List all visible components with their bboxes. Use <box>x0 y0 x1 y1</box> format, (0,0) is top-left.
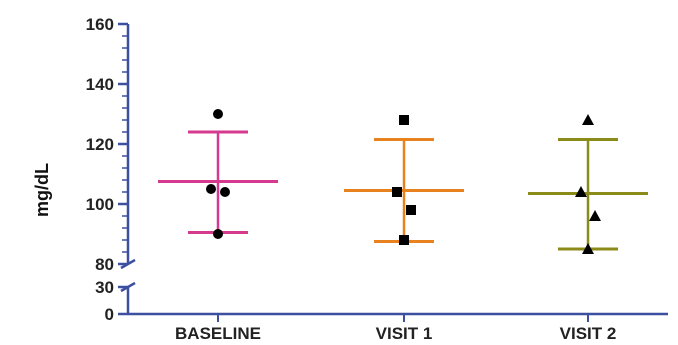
data-point-square <box>392 187 402 197</box>
data-point-square <box>406 205 416 215</box>
y-tick-label: 30 <box>95 278 114 297</box>
y-axis-title: mg/dL <box>32 163 52 217</box>
x-tick-label: VISIT 1 <box>376 324 433 343</box>
y-tick-label: 160 <box>86 15 114 34</box>
y-tick-label: 80 <box>95 255 114 274</box>
data-point-circle <box>213 229 223 239</box>
data-point-circle <box>220 187 230 197</box>
data-point-triangle <box>575 186 587 197</box>
data-point-triangle <box>589 210 601 221</box>
y-tick-label: 0 <box>105 305 114 324</box>
data-point-triangle <box>582 243 594 254</box>
data-point-triangle <box>582 114 594 125</box>
y-tick-label: 100 <box>86 195 114 214</box>
y-tick-label: 140 <box>86 75 114 94</box>
data-point-circle <box>206 184 216 194</box>
data-point-square <box>399 235 409 245</box>
data-point-circle <box>213 109 223 119</box>
data-point-square <box>399 115 409 125</box>
x-tick-label: BASELINE <box>175 324 261 343</box>
y-tick-label: 120 <box>86 135 114 154</box>
x-tick-label: VISIT 2 <box>560 324 617 343</box>
